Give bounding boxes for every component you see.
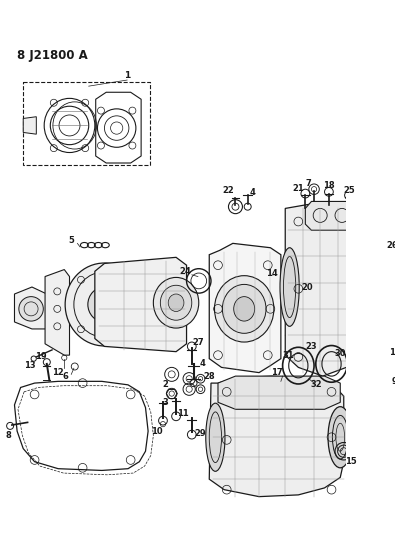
Ellipse shape	[328, 407, 352, 468]
Ellipse shape	[222, 285, 266, 333]
Text: 20: 20	[301, 282, 313, 292]
Text: 8 J21800 A: 8 J21800 A	[17, 50, 88, 62]
Text: 6: 6	[62, 372, 68, 381]
Ellipse shape	[160, 285, 192, 320]
Text: 28: 28	[203, 373, 215, 382]
Text: 3: 3	[163, 398, 168, 407]
Text: 13: 13	[24, 361, 36, 370]
Text: 2: 2	[163, 381, 169, 389]
Ellipse shape	[206, 403, 225, 471]
Text: 30: 30	[335, 349, 346, 358]
Text: 29: 29	[195, 429, 206, 438]
Text: 15: 15	[389, 348, 395, 357]
Ellipse shape	[65, 263, 144, 346]
Polygon shape	[15, 287, 47, 329]
Text: 22: 22	[223, 187, 234, 196]
Ellipse shape	[88, 287, 121, 322]
Text: 4: 4	[250, 188, 256, 197]
Text: 31: 31	[282, 351, 293, 360]
Ellipse shape	[168, 294, 184, 311]
Polygon shape	[95, 257, 186, 352]
Ellipse shape	[358, 257, 382, 317]
Ellipse shape	[153, 277, 199, 328]
Polygon shape	[209, 244, 281, 373]
Text: 26: 26	[387, 240, 395, 249]
Text: 11: 11	[177, 409, 189, 418]
Ellipse shape	[214, 276, 274, 342]
Polygon shape	[305, 201, 355, 230]
Polygon shape	[285, 201, 372, 376]
Text: 23: 23	[306, 342, 317, 351]
Text: 9: 9	[391, 377, 395, 386]
Text: 8: 8	[6, 431, 11, 440]
Text: 25: 25	[343, 185, 355, 195]
Text: 27: 27	[192, 337, 204, 346]
Ellipse shape	[234, 297, 255, 321]
Bar	[372, 330, 389, 374]
Text: 32: 32	[310, 381, 322, 389]
Polygon shape	[45, 270, 70, 355]
Text: 24: 24	[179, 267, 191, 276]
Circle shape	[19, 297, 43, 321]
Bar	[368, 322, 393, 381]
Text: 12: 12	[52, 368, 64, 377]
Text: 10: 10	[151, 426, 163, 435]
Text: 4: 4	[199, 359, 205, 368]
Text: 21: 21	[292, 184, 304, 193]
Text: 5: 5	[68, 236, 74, 245]
Text: 17: 17	[271, 368, 282, 377]
Ellipse shape	[280, 248, 299, 326]
Bar	[23, 82, 150, 165]
Polygon shape	[209, 376, 344, 497]
Text: 7: 7	[306, 180, 312, 189]
Polygon shape	[23, 117, 36, 134]
Text: 14: 14	[266, 269, 278, 278]
Polygon shape	[218, 376, 340, 409]
Text: 18: 18	[323, 181, 335, 190]
Text: 15: 15	[345, 457, 357, 466]
Text: 1: 1	[124, 71, 130, 80]
Text: 19: 19	[35, 352, 47, 361]
